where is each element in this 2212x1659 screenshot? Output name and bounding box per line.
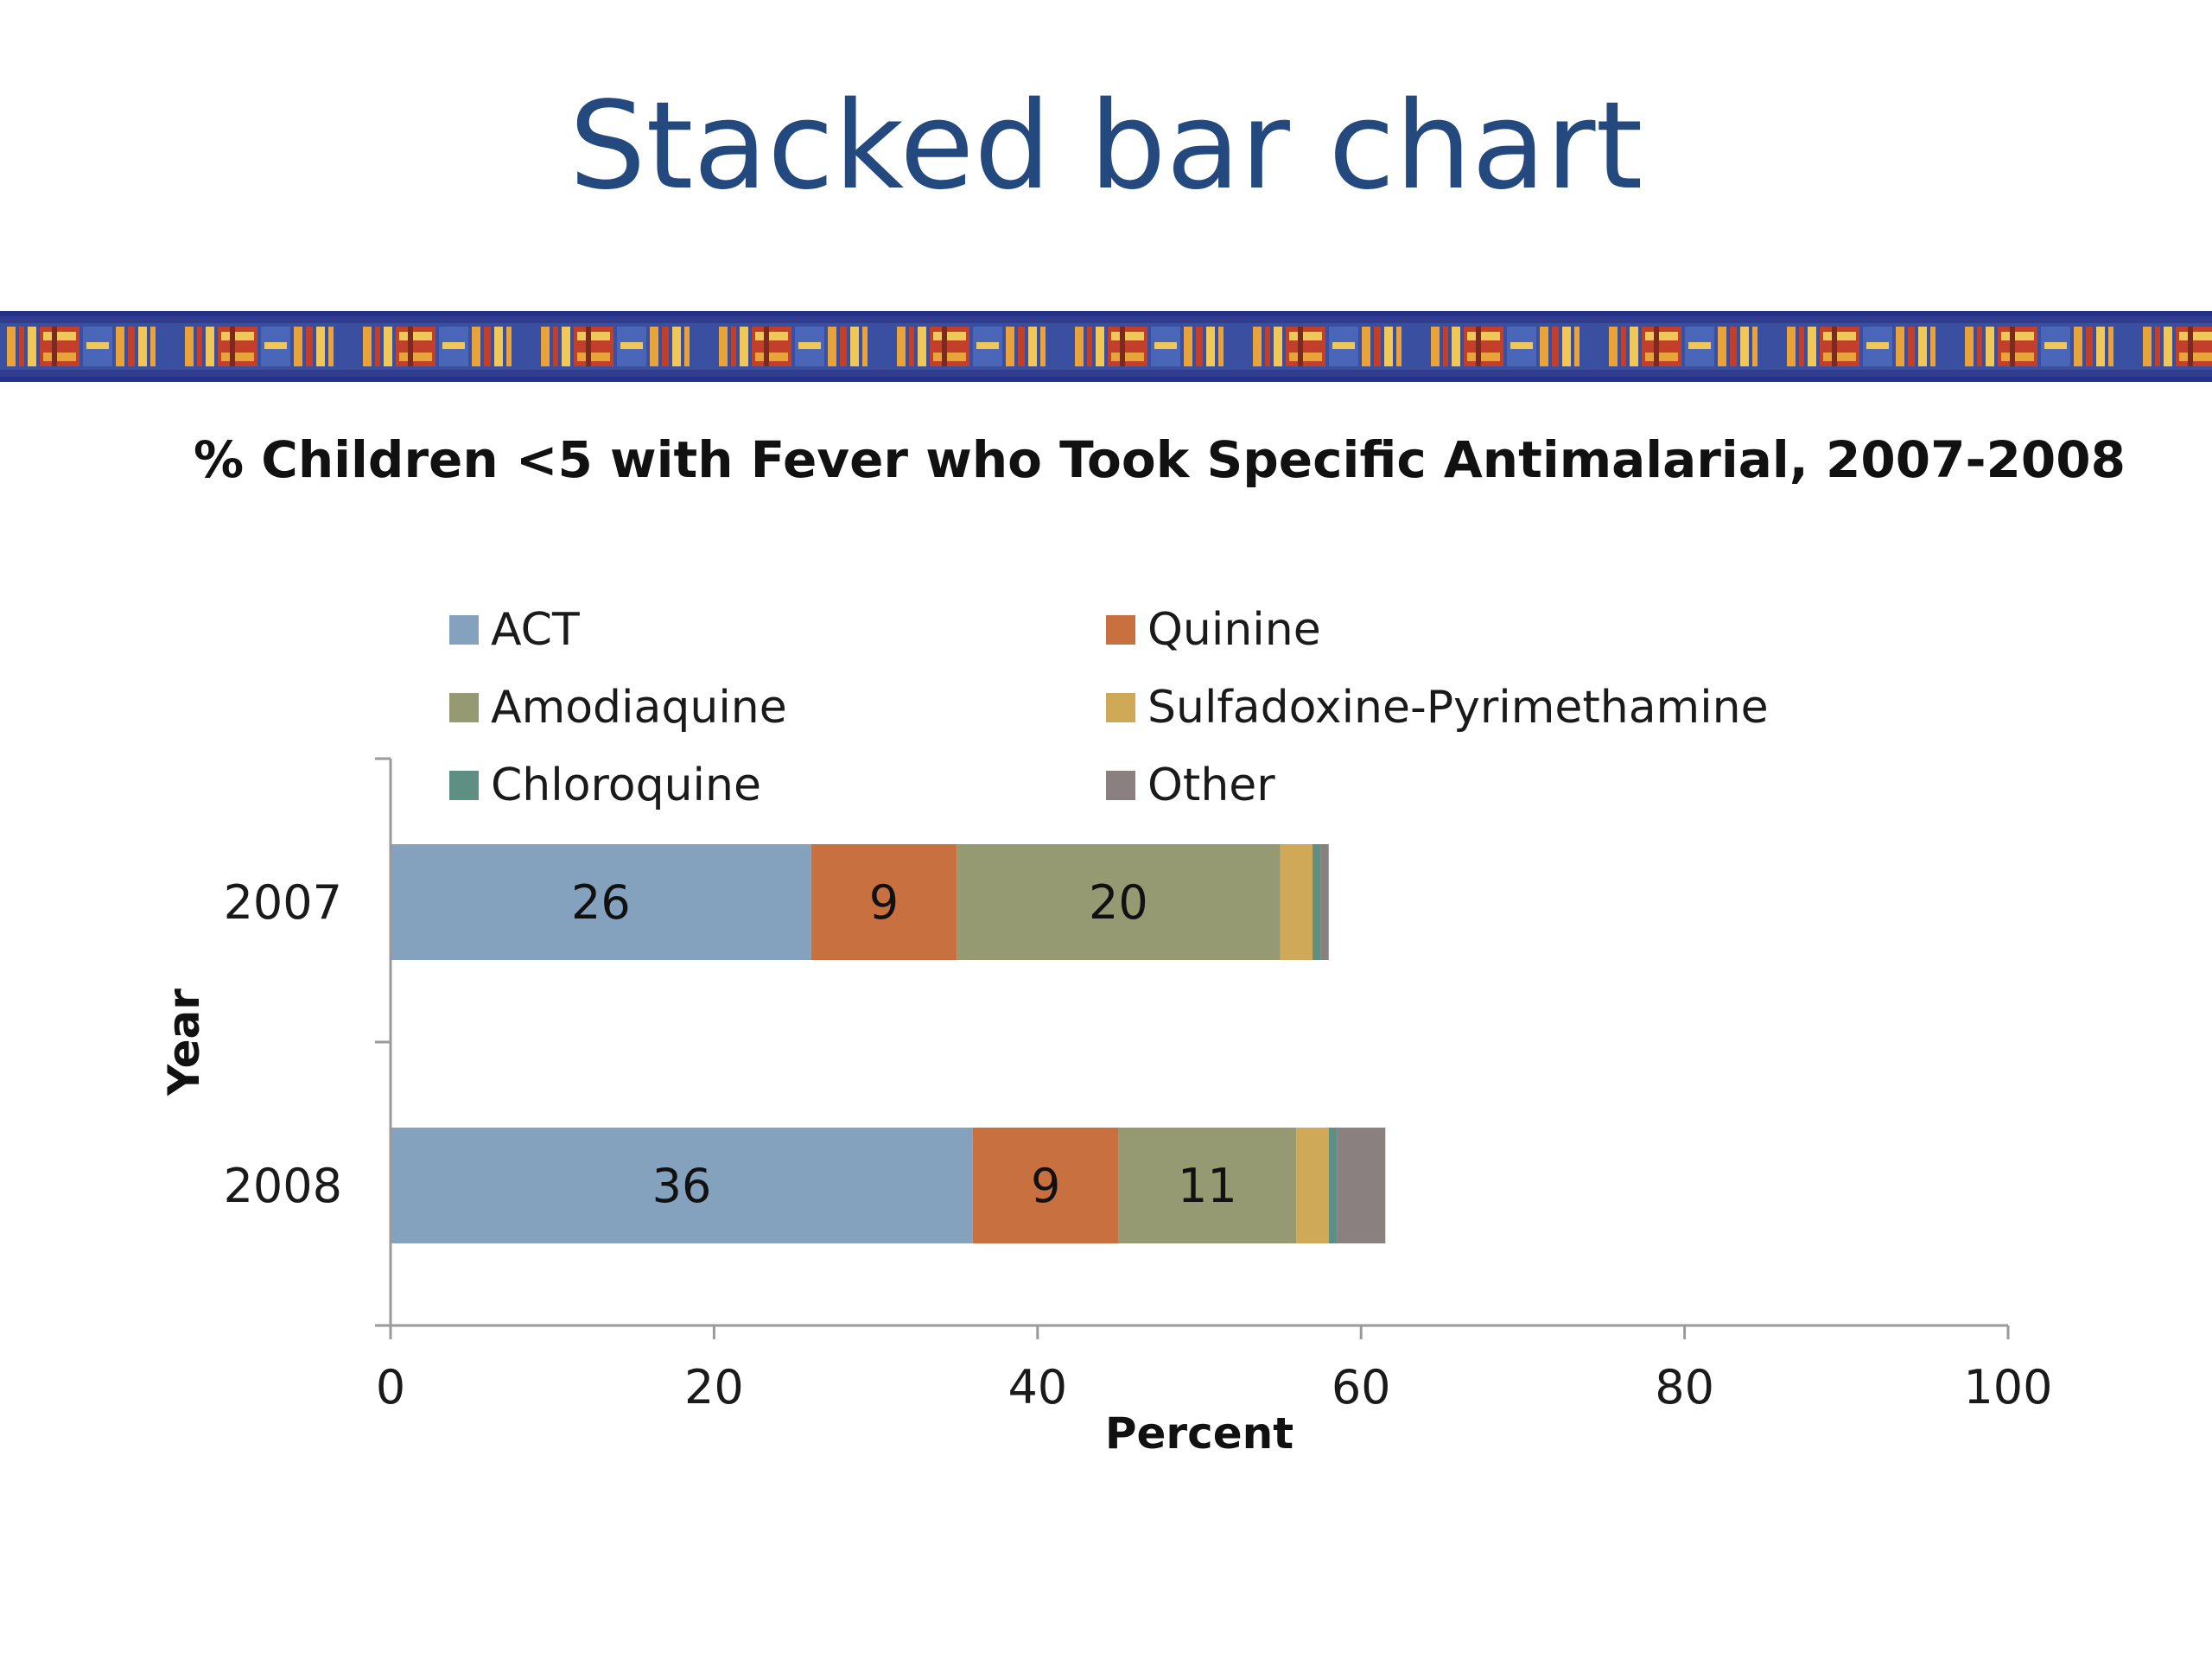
bars-group: 26 9 20 36 9 11 bbox=[391, 844, 1386, 1243]
x-tick-label-0: 0 bbox=[376, 1360, 405, 1414]
x-tick-label-40: 40 bbox=[1007, 1360, 1067, 1414]
chart-legend: ACT Quinine Amodiaquine Sulfadoxine-Pyrimet… bbox=[449, 604, 1769, 811]
legend-label-amodiaquine: Amodiaquine bbox=[491, 682, 787, 734]
x-tick-label-100: 100 bbox=[1963, 1360, 2052, 1414]
data-label-2008-act: 36 bbox=[652, 1159, 712, 1213]
x-tick-labels: 0 20 40 60 80 100 bbox=[376, 1325, 2053, 1414]
bar-segment-2008-amodiaquine bbox=[1118, 1128, 1297, 1243]
legend-label-other: Other bbox=[1147, 760, 1275, 811]
bar-segment-2007-amodiaquine bbox=[957, 844, 1281, 960]
x-axis-title: Percent bbox=[1105, 1408, 1294, 1459]
data-label-2007-act: 26 bbox=[571, 875, 631, 930]
slide-title: Stacked bar chart bbox=[569, 76, 1643, 217]
legend-label-sulfadoxine-pyrimethamine: Sulfadoxine-Pyrimethamine bbox=[1147, 682, 1769, 734]
legend-label-act: ACT bbox=[491, 604, 580, 656]
data-label-2007-amodiaquine: 20 bbox=[1089, 875, 1148, 930]
x-tick-label-60: 60 bbox=[1332, 1360, 1391, 1414]
chart-title: % Children <5 with Fever who Took Specif… bbox=[194, 430, 2126, 489]
bar-segment-2008-act bbox=[391, 1128, 973, 1243]
bar-segment-2007-chloroquine bbox=[1313, 844, 1321, 960]
data-label-2008-amodiaquine: 11 bbox=[1178, 1159, 1237, 1213]
bar-segment-2007-quinine bbox=[810, 844, 957, 960]
bar-segment-2008-quinine bbox=[972, 1128, 1119, 1243]
bar-segment-2007-sulfadoxine-pyrimethamine bbox=[1280, 844, 1313, 960]
legend-swatch-chloroquine bbox=[449, 771, 479, 800]
legend-swatch-other bbox=[1106, 771, 1135, 800]
legend-swatch-amodiaquine bbox=[449, 693, 479, 722]
legend-swatch-sulfadoxine-pyrimethamine bbox=[1106, 693, 1135, 722]
legend-label-chloroquine: Chloroquine bbox=[491, 760, 761, 811]
x-tick-label-20: 20 bbox=[684, 1360, 744, 1414]
data-label-2007-quinine: 9 bbox=[869, 875, 899, 930]
bar-segment-2007-other bbox=[1320, 844, 1329, 960]
bar-segment-2008-other bbox=[1337, 1128, 1386, 1243]
y-tick-label-2007: 2007 bbox=[224, 875, 342, 930]
data-label-2008-quinine: 9 bbox=[1031, 1159, 1060, 1213]
bar-segment-2007-act bbox=[391, 844, 811, 960]
legend-label-quinine: Quinine bbox=[1147, 604, 1321, 656]
legend-swatch-quinine bbox=[1106, 615, 1135, 645]
bar-segment-2008-chloroquine bbox=[1328, 1128, 1338, 1243]
legend-swatch-act bbox=[449, 615, 479, 645]
bar-segment-2008-sulfadoxine-pyrimethamine bbox=[1296, 1128, 1329, 1243]
kente-banner bbox=[0, 311, 2212, 382]
y-axis-title: Year bbox=[159, 988, 209, 1096]
y-tick-labels: 2007 2008 bbox=[224, 875, 342, 1213]
x-tick-label-80: 80 bbox=[1655, 1360, 1714, 1414]
y-tick-label-2008: 2008 bbox=[224, 1159, 342, 1213]
